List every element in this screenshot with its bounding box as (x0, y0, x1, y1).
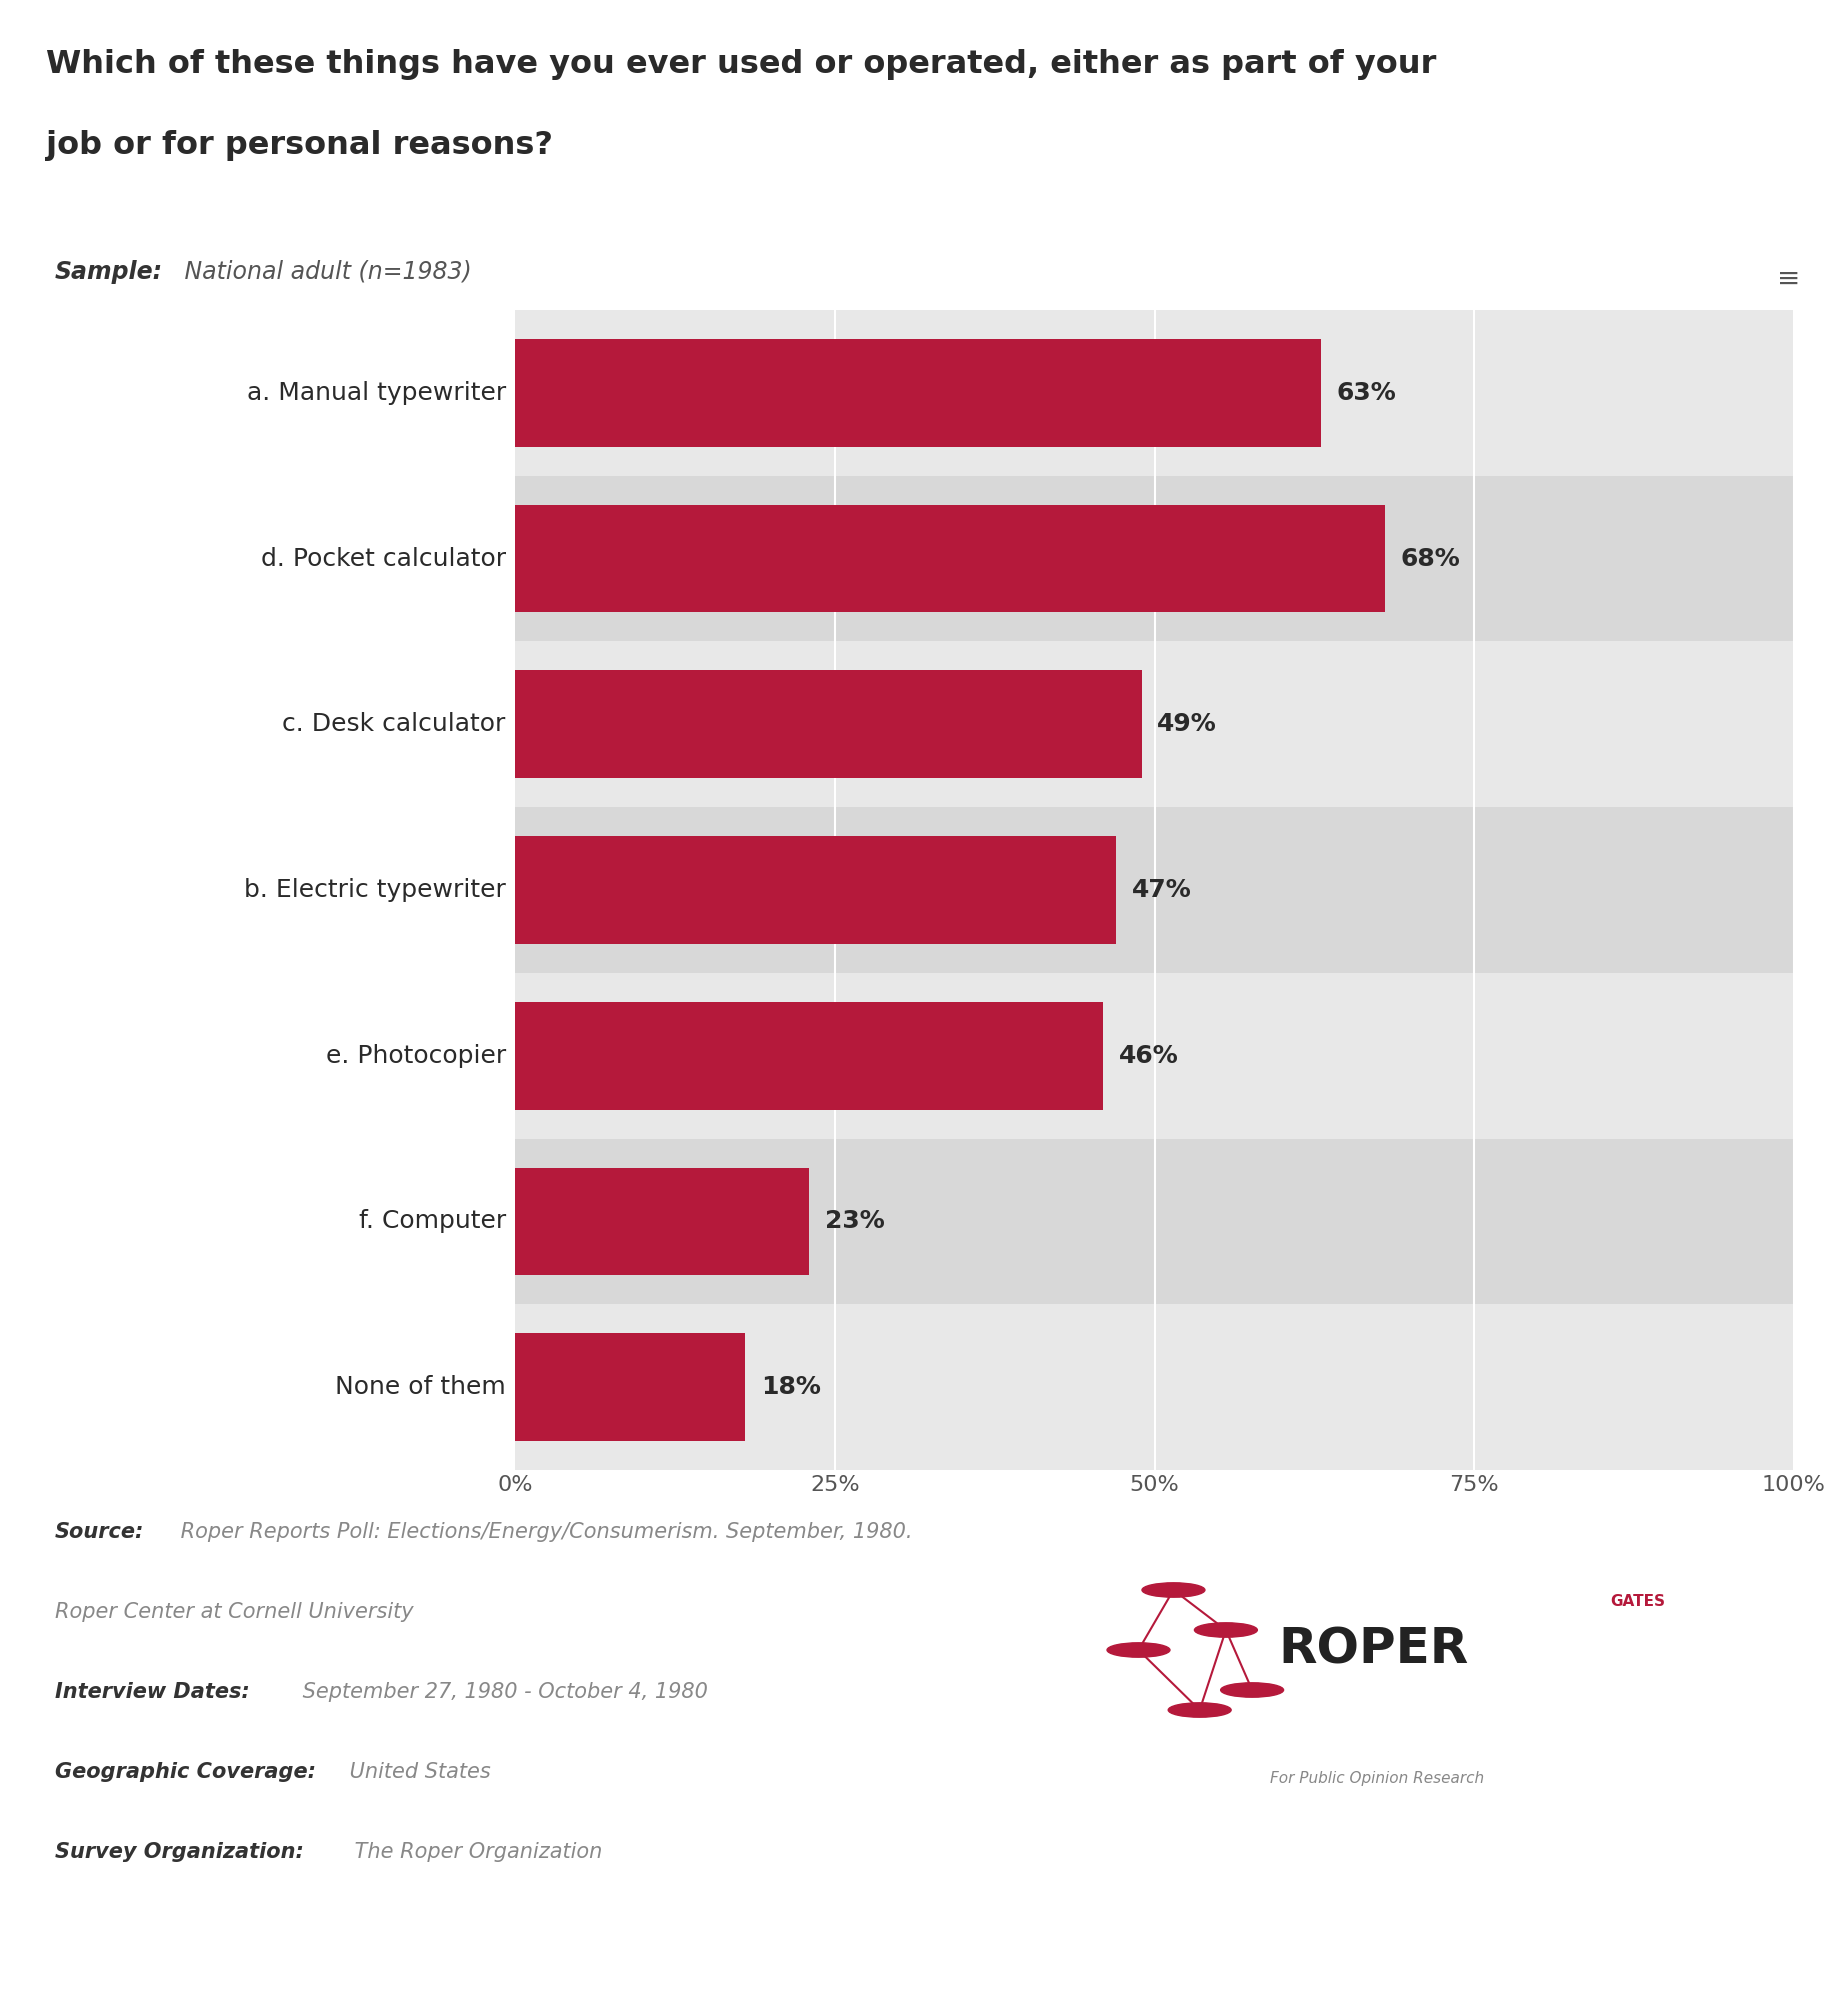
Text: GATES: GATES (1609, 1594, 1664, 1610)
Text: e. Photocopier: e. Photocopier (326, 1044, 506, 1068)
Text: Roper Reports Poll: Elections/Energy/Consumerism. September, 1980.: Roper Reports Poll: Elections/Energy/Con… (173, 1522, 912, 1542)
Text: Which of these things have you ever used or operated, either as part of your: Which of these things have you ever used… (46, 48, 1436, 80)
Text: ROPER: ROPER (1278, 1626, 1468, 1674)
Text: Survey Organization:: Survey Organization: (55, 1842, 303, 1862)
Bar (515, 670, 1142, 778)
Text: job or for personal reasons?: job or for personal reasons? (46, 130, 554, 162)
Text: Roper Center at Cornell University: Roper Center at Cornell University (55, 1602, 414, 1622)
Bar (515, 1002, 1103, 1110)
Text: 46%: 46% (1118, 1044, 1179, 1068)
Text: 18%: 18% (760, 1376, 820, 1400)
Circle shape (1168, 1702, 1230, 1718)
Text: Sample:: Sample: (55, 260, 164, 284)
Text: 23%: 23% (824, 1210, 885, 1234)
Bar (515, 972, 1793, 1138)
Bar (515, 642, 1793, 808)
Text: b. Electric typewriter: b. Electric typewriter (245, 878, 506, 902)
Text: a. Manual typewriter: a. Manual typewriter (246, 380, 506, 404)
Text: 63%: 63% (1335, 380, 1396, 404)
Text: National adult (n=1983): National adult (n=1983) (177, 260, 471, 284)
Bar (515, 1138, 1793, 1304)
Bar (515, 476, 1793, 642)
Circle shape (1194, 1622, 1256, 1638)
Text: 47%: 47% (1131, 878, 1190, 902)
Text: United States: United States (344, 1762, 491, 1782)
Bar (515, 1168, 809, 1276)
Bar (515, 504, 1385, 612)
Circle shape (1142, 1582, 1205, 1598)
Text: 68%: 68% (1399, 546, 1458, 570)
Circle shape (1107, 1642, 1170, 1658)
Text: None of them: None of them (335, 1376, 506, 1400)
Text: f. Computer: f. Computer (359, 1210, 506, 1234)
Bar (515, 1304, 1793, 1470)
Text: For Public Opinion Research: For Public Opinion Research (1269, 1770, 1482, 1786)
Bar (515, 1334, 745, 1440)
Circle shape (1219, 1682, 1284, 1698)
Bar (515, 808, 1793, 972)
Text: Interview Dates:: Interview Dates: (55, 1682, 250, 1702)
Text: September 27, 1980 - October 4, 1980: September 27, 1980 - October 4, 1980 (296, 1682, 708, 1702)
Text: d. Pocket calculator: d. Pocket calculator (261, 546, 506, 570)
Bar (515, 310, 1793, 476)
Bar (515, 836, 1116, 944)
Text: Geographic Coverage:: Geographic Coverage: (55, 1762, 316, 1782)
Text: 49%: 49% (1157, 712, 1216, 736)
Text: Source:: Source: (55, 1522, 143, 1542)
Text: ≡: ≡ (1776, 264, 1799, 292)
Text: c. Desk calculator: c. Desk calculator (283, 712, 506, 736)
Bar (515, 338, 1320, 446)
Text: The Roper Organization: The Roper Organization (348, 1842, 603, 1862)
